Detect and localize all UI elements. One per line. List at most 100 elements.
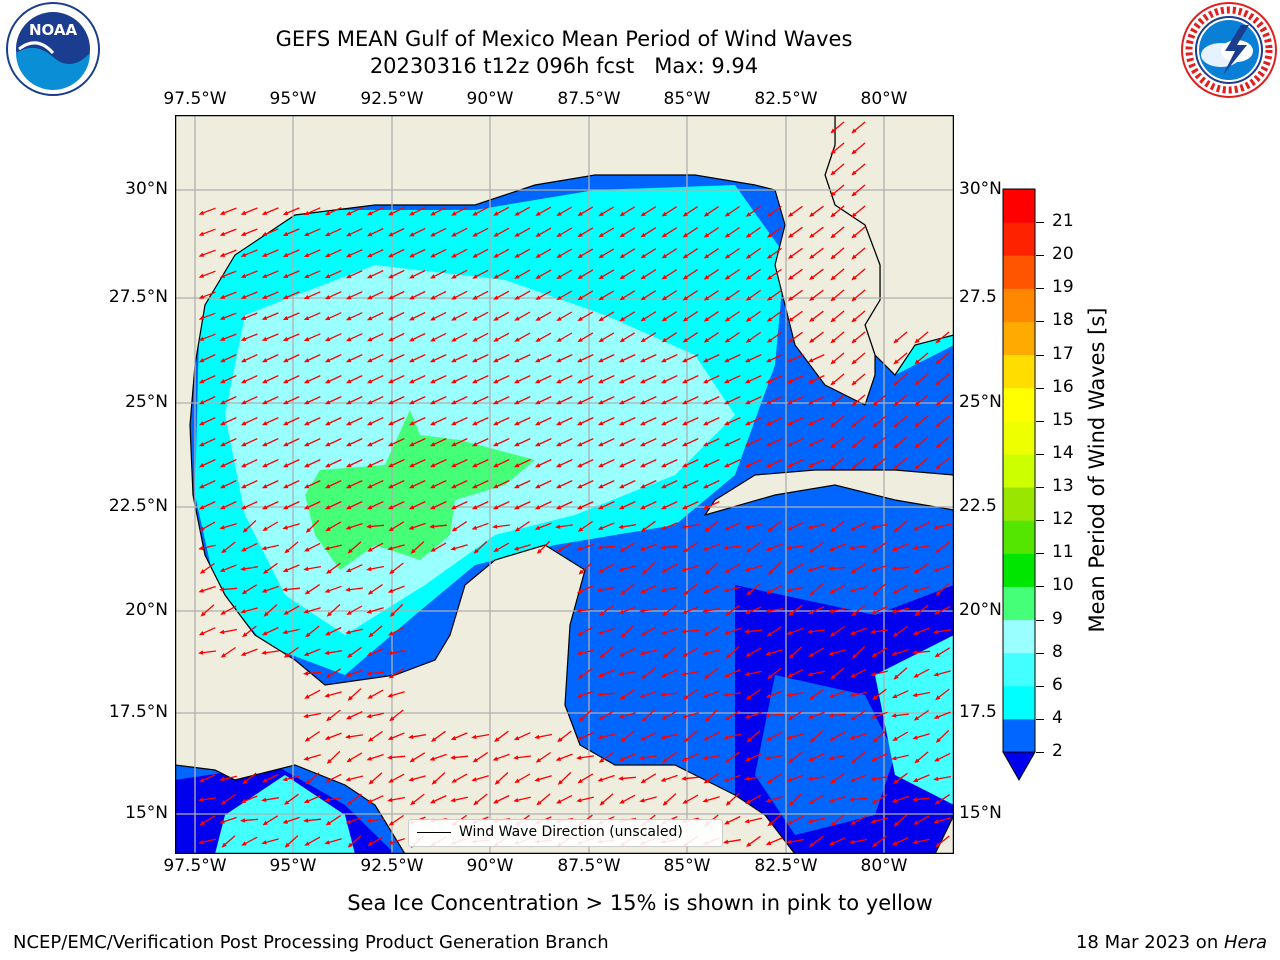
wave-direction-arrowhead	[933, 629, 939, 634]
wave-direction-arrowhead	[619, 652, 625, 657]
colorbar-tick-label: 19	[1052, 277, 1074, 298]
wave-direction-arrowhead	[640, 253, 646, 259]
wave-direction-arrowhead	[345, 421, 352, 426]
wave-direction-arrowhead	[345, 232, 352, 237]
wave-direction-arrowhead	[198, 379, 205, 384]
wave-direction-arrowhead	[240, 505, 247, 510]
left-lat-tick: 20°N	[125, 600, 168, 620]
wave-direction-arrowhead	[387, 463, 394, 468]
wave-direction-arrowhead	[303, 379, 310, 384]
wave-direction-arrowhead	[681, 714, 687, 719]
wave-direction-arrowhead	[724, 715, 730, 721]
wave-direction-arrowhead	[451, 211, 457, 216]
wave-direction-arrowhead	[660, 630, 666, 635]
wave-direction-arrowhead	[807, 819, 813, 824]
wave-direction-arrowhead	[661, 568, 667, 573]
wave-direction-arrowhead	[704, 674, 710, 680]
wave-direction-arrowhead	[555, 358, 562, 363]
wave-direction-arrowhead	[935, 359, 941, 365]
right-lat-tick: 25°N	[959, 392, 1002, 412]
wave-direction-arrowhead	[429, 463, 436, 468]
wave-direction-arrowhead	[872, 737, 878, 743]
wave-direction-arrowhead	[851, 338, 857, 344]
wave-direction-arrowhead	[493, 799, 499, 804]
wave-direction-arrowhead	[536, 800, 542, 806]
top-lon-tick: 82.5°W	[754, 89, 818, 109]
wave-direction-arrowhead	[912, 630, 919, 635]
wave-direction-arrowhead	[555, 524, 561, 529]
wave-direction-arrowhead	[598, 211, 604, 217]
wave-direction-arrowhead	[702, 442, 709, 447]
wave-direction-arrowhead	[765, 755, 771, 761]
wave-direction-arrowhead	[640, 337, 646, 343]
wave-direction-arrowhead	[935, 443, 941, 449]
wave-direction-arrowhead	[723, 839, 729, 844]
wave-direction-arrowhead	[366, 524, 372, 529]
wave-direction-arrowhead	[807, 776, 813, 781]
wave-direction-arrowhead	[408, 463, 415, 468]
wave-direction-arrowhead	[807, 629, 813, 634]
wave-direction-arrowhead	[577, 527, 584, 532]
wave-direction-arrowhead	[744, 757, 751, 762]
wave-direction-arrowhead	[388, 274, 394, 279]
wave-direction-arrowhead	[891, 694, 898, 699]
wave-direction-arrowhead	[661, 611, 668, 616]
wave-direction-arrowhead	[220, 610, 226, 615]
colorbar-tick-mark	[1036, 752, 1044, 753]
wave-direction-arrowhead	[933, 525, 939, 530]
wave-direction-arrowhead	[387, 735, 394, 740]
high-period-patch	[305, 410, 535, 570]
wave-direction-arrowhead	[345, 630, 351, 635]
wave-direction-arrowhead	[303, 671, 309, 676]
wave-direction-arrowhead	[492, 379, 499, 384]
wave-direction-arrowhead	[283, 610, 289, 615]
wave-direction-arrowhead	[828, 798, 834, 803]
bottom-lon-tick: 87.5°W	[557, 856, 621, 876]
wave-direction-arrowhead	[830, 191, 836, 197]
wave-direction-arrowhead	[641, 674, 647, 679]
wave-direction-arrowhead	[934, 652, 940, 658]
wave-direction-arrowhead	[534, 421, 541, 426]
wave-direction-arrowhead	[324, 797, 330, 802]
wave-direction-arrowhead	[912, 797, 918, 802]
wave-direction-arrowhead	[367, 590, 374, 595]
colorbar-tick-label: 14	[1052, 442, 1074, 463]
wave-direction-arrowhead	[366, 232, 373, 237]
wave-direction-arrowhead	[849, 692, 855, 697]
wave-direction-arrowhead	[431, 779, 437, 785]
wave-direction-arrowhead	[409, 757, 415, 763]
wave-direction-arrowhead	[472, 253, 478, 258]
wave-direction-arrowhead	[661, 232, 667, 238]
wave-direction-arrowhead	[576, 546, 582, 551]
colorbar-tick-label: 11	[1052, 542, 1074, 563]
wave-direction-arrowhead	[198, 631, 205, 636]
wave-direction-arrowhead	[912, 777, 919, 782]
wave-direction-arrowhead	[870, 629, 876, 634]
wave-direction-arrowhead	[786, 545, 792, 550]
wave-direction-arrowhead	[851, 422, 857, 428]
wave-direction-arrowhead	[934, 757, 940, 762]
wave-direction-arrowhead	[681, 379, 688, 384]
wave-direction-arrowhead	[324, 505, 331, 510]
wave-direction-arrowhead	[660, 545, 666, 550]
wave-direction-arrowhead	[219, 294, 226, 299]
wave-direction-arrowhead	[261, 421, 268, 426]
wave-direction-arrowhead	[347, 695, 353, 701]
wave-direction-arrowhead	[219, 315, 226, 320]
wave-direction-arrowhead	[660, 505, 667, 510]
wave-direction-arrowhead	[345, 316, 352, 321]
wave-direction-arrowhead	[219, 629, 225, 635]
wave-direction-arrowhead	[935, 338, 941, 344]
wave-direction-arrowhead	[240, 231, 247, 236]
wave-direction-arrowhead	[830, 443, 836, 449]
wave-direction-arrowhead	[576, 693, 582, 698]
right-lat-tick: 27.5	[959, 287, 997, 307]
wave-direction-arrowhead	[744, 421, 751, 426]
wave-direction-arrowhead	[492, 442, 499, 447]
wave-direction-arrowhead	[514, 232, 520, 237]
colorbar-tick-mark	[1036, 387, 1044, 389]
wave-direction-arrowhead	[534, 484, 541, 489]
wave-direction-arrowhead	[598, 274, 604, 280]
wave-direction-arrowhead	[408, 442, 415, 447]
wave-direction-arrowhead	[597, 421, 604, 426]
